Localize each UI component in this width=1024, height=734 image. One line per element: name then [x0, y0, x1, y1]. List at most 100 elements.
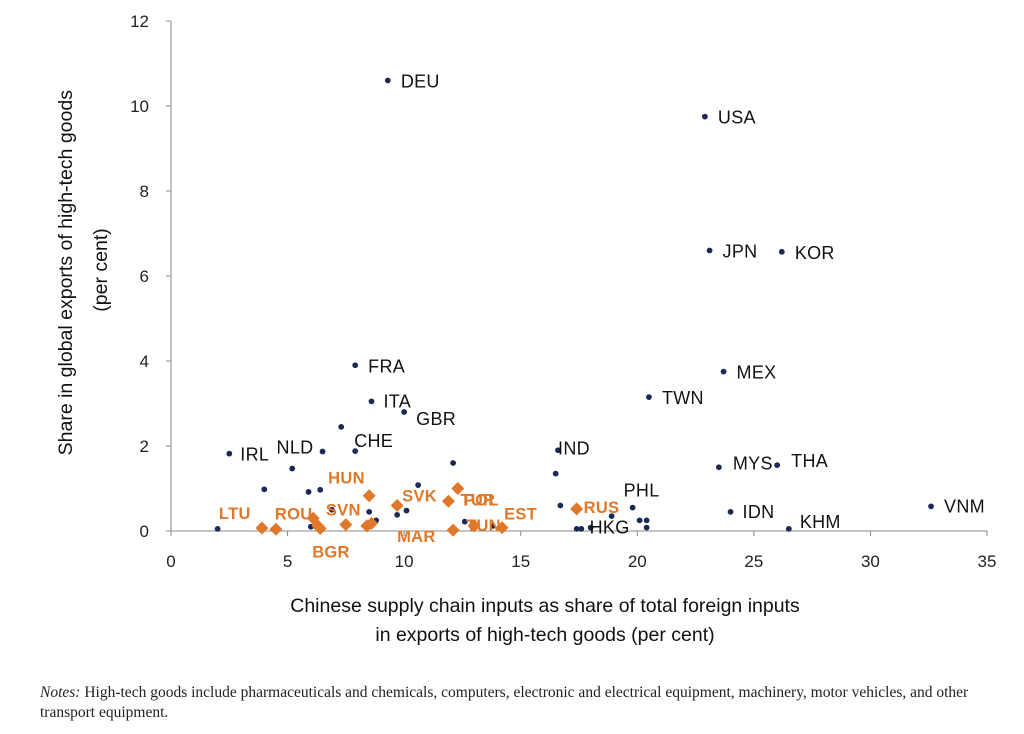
point-diamond-unlabeled	[311, 519, 325, 533]
point-label-ltu: LTU	[219, 505, 251, 523]
point-label-tun: TUN	[466, 517, 501, 535]
point-diamond-rus	[570, 502, 584, 516]
point-dot-unlabeled	[573, 525, 580, 532]
notes-prefix: Notes:	[40, 684, 81, 701]
point-label-tha: THA	[791, 451, 828, 471]
point-label-ita: ITA	[384, 391, 412, 411]
point-dot-unlabeled	[328, 506, 335, 513]
point-label-gbr: GBR	[416, 409, 456, 429]
point-dot-unlabeled	[214, 525, 221, 532]
point-dot-khm	[785, 525, 792, 532]
point-dot-irl	[226, 450, 233, 457]
point-dot-gbr	[401, 409, 408, 415]
point-label-hkg: HKG	[590, 518, 630, 538]
point-dot-idn	[727, 508, 734, 515]
point-dot-unlabeled	[636, 517, 643, 524]
point-dot-unlabeled	[461, 518, 468, 525]
point-label-khm: KHM	[800, 512, 841, 532]
point-dot-usa	[701, 113, 708, 120]
point-label-est: EST	[504, 506, 537, 524]
point-dot-unlabeled	[403, 507, 410, 514]
point-dot-tha	[774, 462, 781, 469]
y-tick-label: 4	[140, 352, 149, 371]
y-axis-title-line-1: Share in global exports of high-tech goo…	[55, 90, 77, 456]
point-label-jpn: JPN	[723, 242, 758, 262]
point-labels: DEU USA JPN KOR FRA MEX ITA TWN GBR CHE IRL NLD IND M…	[219, 72, 985, 562]
point-label-rou: ROU	[275, 505, 313, 523]
point-dot-unlabeled	[608, 513, 615, 520]
point-label-rus: RUS	[584, 499, 620, 517]
x-tick-label: 20	[628, 552, 647, 571]
point-label-che: CHE	[354, 431, 393, 451]
point-dot-unlabeled	[394, 511, 401, 518]
point-label-ind: IND	[558, 438, 590, 458]
point-label-svk: SVK	[402, 488, 437, 506]
point-diamond-tun	[467, 519, 481, 533]
point-diamond-svn	[339, 518, 353, 532]
point-dot-unlabeled	[578, 525, 585, 532]
point-label-twn: TWN	[662, 388, 704, 408]
y-tick-label: 8	[140, 182, 149, 201]
point-dot-unlabeled	[643, 517, 650, 524]
x-tick-label: 35	[978, 552, 997, 571]
y-tick-label: 6	[140, 267, 149, 286]
point-label-mex: MEX	[737, 363, 777, 383]
point-dot-mys	[715, 464, 722, 471]
point-label-kor: KOR	[795, 243, 835, 263]
y-tick-labels: 0 2 4 6 8 10 12	[130, 12, 171, 541]
point-label-nld: NLD	[277, 438, 314, 458]
point-label-bgr: BGR	[312, 543, 350, 561]
point-dot-unlabeled	[289, 465, 296, 472]
data-points	[214, 77, 934, 537]
point-label-mys: MYS	[733, 453, 773, 473]
x-tick-label: 15	[511, 552, 530, 571]
point-dot-unlabeled	[305, 489, 312, 495]
point-label-hun: HUN	[328, 470, 365, 488]
point-dot-che	[338, 423, 345, 430]
y-tick-label: 10	[130, 97, 149, 116]
point-dot-unlabeled	[587, 524, 594, 531]
point-label-tur: TUR	[460, 491, 495, 509]
point-dot-unlabeled	[261, 486, 268, 493]
point-dot-deu	[384, 77, 391, 84]
point-dot-hkg	[643, 524, 650, 531]
point-label-pol: POL	[464, 492, 499, 510]
x-tick-labels: 0 5 10 15 20 25 30 35	[166, 531, 996, 571]
point-dot-unlabeled	[317, 486, 324, 493]
point-diamond-pol	[451, 482, 465, 495]
y-tick-label: 2	[140, 437, 149, 456]
point-label-svn: SVN	[326, 502, 361, 520]
point-diamond-hun	[362, 489, 376, 503]
point-label-irl: IRL	[240, 445, 269, 465]
point-dot-jpn	[706, 247, 713, 254]
x-tick-label: 30	[861, 552, 880, 571]
x-axis-title-line-2: in exports of high-tech goods (per cent)	[375, 624, 714, 646]
point-diamond-tur	[441, 494, 455, 508]
point-dot-unlabeled	[552, 470, 559, 477]
point-label-idn: IDN	[743, 502, 775, 522]
point-dot-twn	[646, 394, 652, 401]
point-dot-nld	[319, 448, 326, 455]
y-axis-title: Share in global exports of high-tech goo…	[55, 85, 112, 456]
point-dot-vnm	[928, 503, 934, 510]
y-axis-title-line-2: (per cent)	[90, 228, 112, 311]
x-axis-title-line-1: Chinese supply chain inputs as share of …	[290, 595, 800, 617]
chart-notes: Notes: High-tech goods include pharmaceu…	[40, 683, 1020, 723]
point-diamond-ltu	[255, 521, 269, 535]
x-tick-label: 10	[395, 552, 414, 571]
point-label-usa: USA	[718, 108, 756, 128]
point-label-vnm: VNM	[944, 496, 985, 516]
point-dot-unlabeled	[352, 448, 359, 454]
point-dot-ind	[555, 447, 561, 454]
scatter-chart: 0 5 10 15 20 25 30 35 0 2 4 6 8 10 12 DEU USA JPN KOR FRA…	[55, 12, 996, 646]
point-diamond-rou	[269, 522, 283, 536]
point-label-phl: PHL	[624, 481, 660, 501]
point-dot-phl	[629, 504, 636, 511]
point-label-fra: FRA	[368, 356, 405, 376]
point-label-deu: DEU	[401, 72, 440, 92]
point-diamond-svk	[390, 499, 404, 512]
point-diamond-mar	[446, 523, 460, 537]
point-label-mar: MAR	[397, 528, 435, 546]
point-dot-unlabeled	[489, 523, 496, 529]
point-dot-ita	[368, 398, 375, 405]
